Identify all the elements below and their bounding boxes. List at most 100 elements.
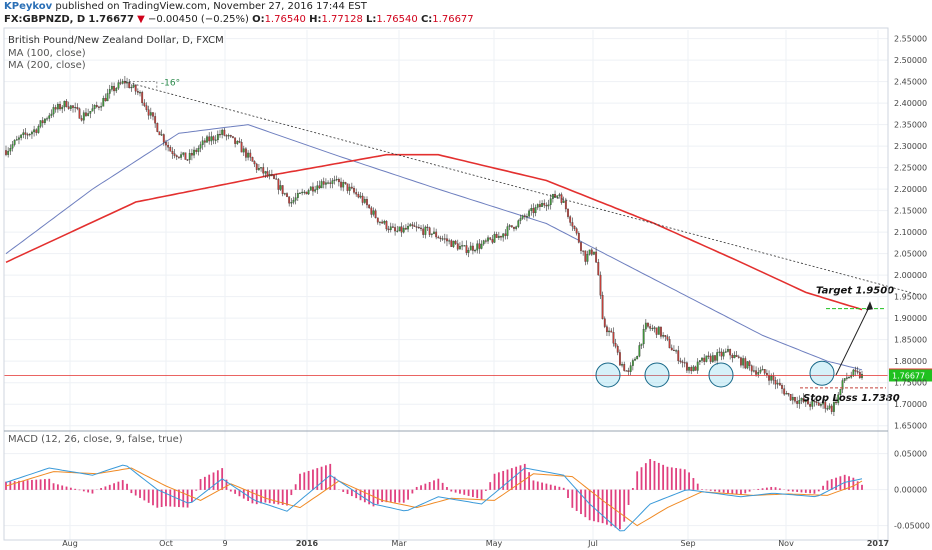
- y-tick-label: 2.30000: [894, 142, 927, 151]
- candle-body: [400, 226, 403, 233]
- candle-body: [463, 245, 466, 247]
- macd-histogram-bar: [61, 485, 64, 490]
- candle-body: [625, 370, 628, 372]
- candle-body: [608, 330, 610, 333]
- projection-arrow: [835, 305, 871, 376]
- candle-body: [132, 85, 135, 88]
- y-tick-label: 2.05000: [894, 250, 927, 259]
- candle-body: [69, 105, 72, 109]
- candle-body: [35, 129, 38, 133]
- macd-histogram-bar: [225, 479, 228, 490]
- macd-histogram-bar: [770, 486, 773, 490]
- candle-body: [528, 210, 531, 217]
- candle-body: [7, 150, 10, 155]
- macd-histogram-bar: [484, 489, 487, 491]
- candle-body: [660, 326, 662, 337]
- candle-body: [100, 106, 103, 108]
- candle-body: [441, 238, 444, 240]
- candle-body: [264, 171, 267, 174]
- macd-histogram-bar: [368, 489, 371, 505]
- candle-body: [368, 204, 371, 209]
- macd-histogram-bar: [631, 488, 634, 490]
- candle-body: [80, 118, 83, 121]
- candle-body: [314, 189, 317, 192]
- y-tick-label: 1.85000: [894, 336, 927, 345]
- candle-body: [489, 237, 492, 240]
- candle-body: [532, 208, 535, 214]
- candle-body: [178, 156, 180, 158]
- candle-body: [575, 228, 578, 234]
- candle-body: [199, 144, 202, 149]
- macd-histogram-bar: [415, 486, 418, 490]
- candle-body: [593, 251, 595, 255]
- candle-body: [618, 352, 621, 366]
- candle-body: [381, 221, 384, 224]
- candle-body: [796, 401, 799, 404]
- macd-histogram-bar: [800, 489, 803, 493]
- candle-body: [590, 249, 593, 255]
- candle-body: [130, 87, 133, 89]
- candle-body: [303, 191, 306, 193]
- candle-body: [363, 199, 366, 203]
- candle-body: [320, 181, 323, 189]
- candle-body: [301, 191, 304, 194]
- macd-histogram-bar: [787, 489, 790, 492]
- candle-body: [852, 369, 855, 376]
- candle-body: [657, 326, 660, 335]
- macd-histogram-bar: [147, 489, 150, 503]
- candle-body: [24, 132, 27, 135]
- candle-body: [696, 361, 699, 371]
- candle-body: [856, 371, 859, 373]
- macd-histogram-bar: [238, 489, 241, 497]
- macd-tick-label: 0.05000: [894, 450, 927, 459]
- macd-histogram-bar: [299, 473, 301, 490]
- candle-body: [50, 113, 53, 116]
- candle-body: [329, 182, 332, 184]
- candle-body: [848, 377, 850, 379]
- candle-body: [647, 322, 649, 327]
- candle-body: [709, 355, 712, 362]
- candle-body: [474, 250, 476, 252]
- macd-histogram-bar: [588, 489, 591, 521]
- candle-body: [353, 187, 355, 193]
- candle-body: [402, 227, 405, 233]
- candle-body: [136, 91, 139, 93]
- candle-body: [539, 204, 541, 207]
- candle-body: [599, 274, 602, 296]
- candle-body: [491, 239, 494, 243]
- candle-body: [785, 393, 788, 395]
- macd-histogram-bar: [675, 468, 678, 490]
- candle-body: [595, 251, 598, 263]
- candle-body: [5, 150, 7, 155]
- macd-histogram-bar: [312, 469, 314, 490]
- price-tag: [889, 369, 932, 382]
- macd-histogram-bar: [294, 484, 297, 490]
- candle-body: [753, 370, 755, 372]
- macd-histogram-bar: [113, 483, 115, 490]
- candle-body: [614, 343, 617, 347]
- candle-body: [85, 112, 87, 116]
- macd-histogram-bar: [848, 476, 850, 490]
- candle-body: [143, 102, 146, 106]
- macd-histogram-bar: [268, 489, 271, 504]
- x-tick-label: 9: [222, 539, 227, 548]
- candle-body: [573, 226, 576, 229]
- macd-histogram-bar: [286, 489, 288, 506]
- macd-histogram-bar: [9, 481, 12, 490]
- candle-body: [664, 335, 667, 337]
- candle-body: [776, 382, 779, 385]
- x-tick-label: 2016: [296, 539, 319, 548]
- candle-body: [450, 240, 453, 247]
- candle-body: [545, 205, 548, 207]
- candle-body: [716, 352, 719, 361]
- macd-histogram-bar: [597, 489, 600, 523]
- high-value: 1.77128: [321, 14, 363, 25]
- candle-body: [98, 106, 100, 108]
- author-link[interactable]: KPeykov: [4, 1, 53, 12]
- candle-body: [392, 226, 394, 228]
- candle-body: [502, 233, 505, 238]
- low-value: 1.76540: [376, 14, 418, 25]
- x-tick-label: Mar: [391, 539, 407, 548]
